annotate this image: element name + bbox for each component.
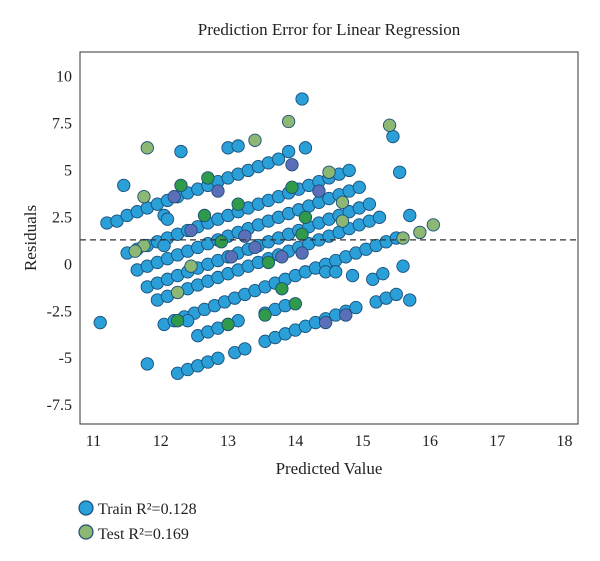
train-point [352, 180, 366, 194]
test-point [335, 195, 350, 209]
train-point [349, 300, 363, 315]
train-point [238, 342, 252, 356]
overlap-point [275, 250, 289, 264]
train-point [117, 178, 131, 193]
overlap-point [231, 197, 245, 211]
test-point [140, 141, 154, 155]
y-tick-labels: 10 7.5 5 2.5 0 -2.5 -5 -7.5 [47, 68, 72, 414]
overlap-point [318, 315, 333, 330]
train-point [403, 208, 417, 223]
train-point [362, 197, 377, 211]
x-tick-label: 14 [287, 433, 303, 450]
overlap-point [295, 227, 309, 241]
test-point [170, 285, 185, 300]
y-tick-label: 0 [64, 256, 72, 273]
x-tick-label: 17 [489, 433, 505, 450]
y-tick-label: 10 [56, 68, 72, 85]
overlap-point [261, 255, 276, 270]
overlap-point [285, 158, 299, 172]
points-layer [93, 92, 440, 380]
y-tick-label: -7.5 [47, 397, 72, 414]
train-point [393, 165, 407, 179]
train-point [140, 357, 154, 371]
overlap-point [295, 246, 309, 260]
overlap-point [170, 314, 185, 328]
train-point [174, 144, 188, 159]
overlap-point [201, 171, 215, 185]
train-point [295, 92, 309, 106]
overlap-point [275, 282, 289, 296]
train-point [342, 163, 356, 178]
overlap-point [214, 235, 228, 249]
train-point [157, 238, 171, 253]
overlap-point [285, 180, 299, 194]
y-tick-label: 7.5 [52, 115, 72, 132]
test-point [137, 190, 151, 204]
legend-test-marker [78, 524, 94, 540]
overlap-point [258, 308, 272, 322]
legend-train-label: Train R²=0.128 [98, 501, 197, 518]
test-point [426, 218, 440, 232]
x-tick-label: 16 [422, 433, 438, 450]
train-point [376, 267, 390, 281]
overlap-point [288, 297, 303, 311]
overlap-point [224, 250, 239, 264]
train-point [345, 268, 360, 283]
train-point [271, 152, 286, 166]
test-point [396, 231, 410, 245]
train-point [372, 210, 387, 224]
x-tick-label: 11 [86, 433, 101, 450]
test-point [248, 133, 262, 147]
chart-title: Prediction Error for Linear Regression [198, 20, 461, 39]
x-tick-label: 15 [355, 433, 371, 450]
train-point [211, 351, 225, 365]
train-point [329, 265, 343, 279]
y-tick-label: 2.5 [52, 209, 72, 226]
x-tick-label: 13 [220, 433, 236, 450]
legend-train-marker [78, 500, 94, 516]
test-point [184, 259, 198, 273]
train-point [366, 272, 380, 286]
overlap-point [197, 208, 212, 223]
overlap-point [221, 317, 235, 332]
overlap-point [211, 184, 225, 198]
train-point [160, 212, 175, 226]
x-tick-label: 18 [557, 433, 573, 450]
y-tick-label: -2.5 [47, 303, 72, 320]
y-axis-label: Residuals [21, 205, 40, 271]
overlap-point [167, 190, 181, 204]
train-point [93, 315, 107, 330]
overlap-point [184, 223, 198, 238]
overlap-point [248, 240, 262, 255]
legend: Train R²=0.128 Test R²=0.169 [78, 500, 197, 543]
train-point [386, 129, 400, 144]
x-axis-label: Predicted Value [276, 459, 383, 478]
y-tick-label: -5 [59, 350, 72, 367]
overlap-point [298, 210, 313, 224]
train-point [231, 139, 245, 153]
overlap-point [174, 178, 188, 193]
test-point [335, 214, 350, 228]
train-point [298, 141, 313, 155]
test-point [128, 244, 142, 258]
legend-test-label: Test R²=0.169 [98, 526, 189, 543]
train-point [396, 259, 410, 273]
test-point [281, 114, 296, 129]
overlap-point [238, 229, 252, 243]
x-tick-label: 12 [153, 433, 169, 450]
overlap-point [312, 184, 326, 198]
test-point [382, 118, 397, 132]
train-point [281, 144, 296, 159]
overlap-point [339, 308, 353, 322]
train-point [389, 287, 403, 302]
y-tick-label: 5 [64, 162, 72, 179]
test-point [322, 165, 336, 179]
x-tick-labels: 11 12 13 14 15 16 17 18 [86, 433, 573, 450]
plot-frame [79, 51, 579, 425]
train-point [403, 293, 417, 307]
train-point [110, 214, 124, 228]
test-point [413, 225, 427, 240]
